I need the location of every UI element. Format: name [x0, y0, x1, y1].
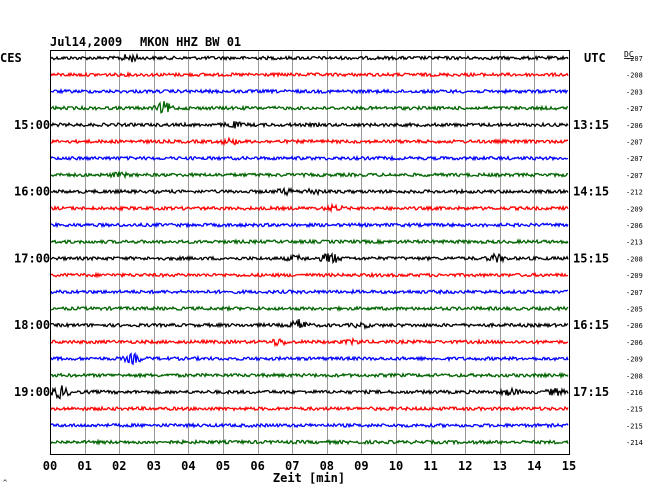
trace-row-13 — [50, 271, 569, 279]
left-hour-labels: 15:00 16:00 17:00 18:00 19:00 — [14, 118, 50, 399]
x-tick-label: 01 — [77, 459, 91, 473]
trace-row-10 — [50, 221, 569, 229]
station-label: MKON HHZ BW 01 — [140, 35, 241, 49]
right-hour-label: 17:15 — [573, 385, 609, 399]
dc-label: -203 — [626, 88, 643, 96]
trace-row-18 — [50, 351, 569, 366]
x-tick-label: 02 — [112, 459, 126, 473]
trace-row-19 — [50, 371, 569, 380]
trace-row-16 — [50, 319, 569, 330]
dc-label: -215 — [626, 422, 643, 430]
date-label: Jul14,2009 — [50, 35, 122, 49]
dc-label: -207 — [626, 139, 643, 147]
trace-row-23 — [50, 438, 569, 446]
trace-row-1 — [50, 71, 569, 79]
trace-row-5 — [50, 136, 569, 147]
trace-row-9 — [50, 202, 569, 214]
dc-label: -206 — [626, 322, 643, 330]
dc-offset-labels: -207 -208 -203 -207 -206 -207 -207 -207 -212 -209… — [626, 55, 643, 447]
trace-row-0 — [50, 52, 569, 63]
trace-row-7 — [50, 170, 568, 180]
x-axis-label: Zeit [min] — [273, 471, 345, 485]
x-tick-label: 03 — [147, 459, 161, 473]
corner-mark: ^ — [3, 479, 7, 487]
dc-label: -205 — [626, 306, 643, 314]
dc-label: -215 — [626, 406, 643, 414]
minute-grid — [85, 51, 535, 454]
trace-row-11 — [50, 238, 569, 246]
x-tick-label: 05 — [216, 459, 230, 473]
x-tick-label: 08 — [320, 459, 334, 473]
dc-label: -213 — [626, 239, 643, 247]
trace-row-20 — [50, 385, 569, 400]
dc-label: -208 — [626, 72, 643, 80]
trace-row-22 — [50, 422, 569, 429]
trace-row-2 — [50, 87, 569, 95]
dc-label: -214 — [626, 439, 643, 447]
x-tick-label: 09 — [354, 459, 368, 473]
dc-label: -206 — [626, 222, 643, 230]
trace-row-12 — [50, 251, 569, 265]
dc-label: -207 — [626, 172, 643, 180]
right-timezone-label: UTC — [584, 51, 606, 65]
x-tick-label: 13 — [493, 459, 507, 473]
x-tick-label: 07 — [285, 459, 299, 473]
right-hour-label: 13:15 — [573, 118, 609, 132]
right-hour-label: 16:15 — [573, 318, 609, 332]
dc-label: -206 — [626, 122, 643, 130]
x-tick-labels: 00 01 02 03 04 05 06 07 08 09 10 11 12 13 14 15 — [43, 459, 576, 473]
left-hour-label: 15:00 — [14, 118, 50, 132]
trace-row-14 — [50, 288, 569, 296]
right-hour-label: 15:15 — [573, 251, 609, 265]
trace-row-8 — [50, 186, 569, 197]
x-tick-label: 12 — [458, 459, 472, 473]
trace-row-15 — [50, 304, 569, 313]
dc-label: -207 — [626, 155, 643, 163]
trace-row-21 — [50, 405, 569, 413]
trace-layer — [50, 52, 569, 446]
left-timezone-label: CES — [0, 51, 22, 65]
dc-label: -216 — [626, 389, 643, 397]
dc-label: -209 — [626, 272, 643, 280]
x-tick-label: 00 — [43, 459, 57, 473]
x-tick-label: 04 — [181, 459, 195, 473]
left-hour-label: 17:00 — [14, 251, 50, 265]
x-tick-label: 14 — [527, 459, 541, 473]
x-tick-label: 10 — [389, 459, 403, 473]
dc-label: -208 — [626, 255, 643, 263]
left-hour-label: 18:00 — [14, 318, 50, 332]
dc-column-label: DC — [624, 50, 634, 59]
left-hour-label: 19:00 — [14, 385, 50, 399]
dc-label: -209 — [626, 205, 643, 213]
trace-row-6 — [50, 154, 569, 162]
dc-label: -208 — [626, 372, 643, 380]
x-tick-label: 06 — [250, 459, 264, 473]
dc-label: -207 — [626, 289, 643, 297]
trace-row-3 — [50, 101, 569, 114]
left-hour-label: 16:00 — [14, 185, 50, 199]
trace-row-4 — [50, 121, 569, 129]
dc-label: -206 — [626, 339, 643, 347]
right-hour-label: 14:15 — [573, 185, 609, 199]
dc-label: -209 — [626, 356, 643, 364]
dc-label: -207 — [626, 105, 643, 113]
plot-frame — [50, 50, 570, 455]
dc-label: -212 — [626, 189, 643, 197]
x-tick-label: 11 — [423, 459, 437, 473]
trace-row-17 — [50, 336, 569, 348]
x-tick-label: 15 — [562, 459, 576, 473]
right-hour-labels: 13:15 14:15 15:15 16:15 17:15 — [573, 118, 609, 399]
dc-label: -207 — [626, 55, 643, 63]
